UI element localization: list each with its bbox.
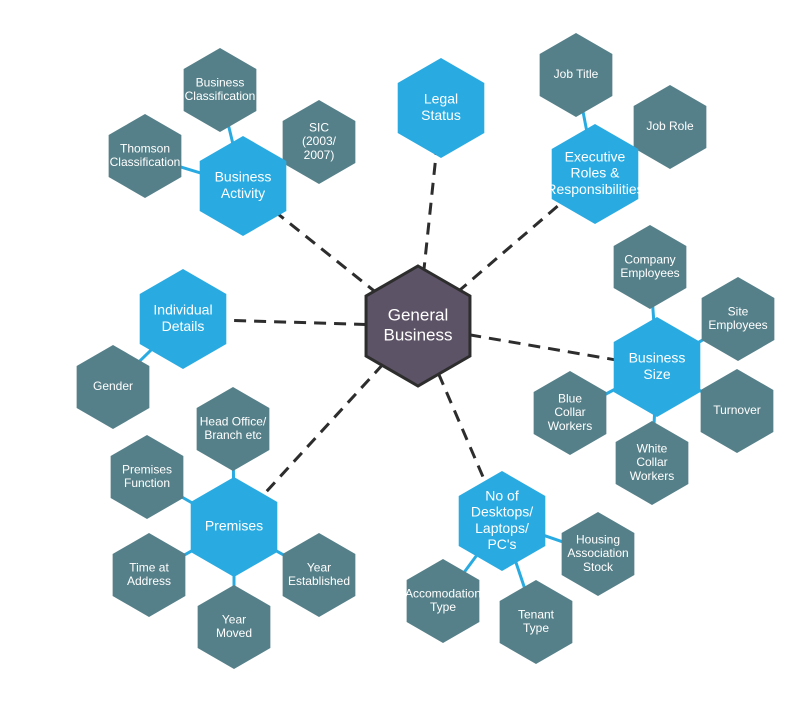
node-center: GeneralBusiness <box>366 266 470 386</box>
node-thomson-label: Classification <box>110 155 181 169</box>
node-sic-label: 2007) <box>304 148 335 162</box>
node-yrmoved-label: Year <box>222 612 246 626</box>
node-bizsize-label: Size <box>643 366 670 382</box>
node-bizclass-label: Classification <box>185 89 256 103</box>
node-indiv: IndividualDetails <box>140 269 227 369</box>
node-premfunc: PremisesFunction <box>111 435 184 519</box>
node-legal-label: Status <box>421 107 461 123</box>
node-jobtitle: Job Title <box>540 33 613 117</box>
node-bluecol: BlueCollarWorkers <box>534 371 607 455</box>
node-timeaddr: Time atAddress <box>113 533 186 617</box>
node-headoff: Head Office/Branch etc <box>197 387 270 471</box>
node-exec-label: Responsibilities <box>546 181 643 197</box>
node-bluecol-label: Workers <box>548 419 592 433</box>
node-yrest-label: Established <box>288 574 350 588</box>
edge-indiv-gender <box>139 349 152 361</box>
mindmap-diagram: Job TitleJob RoleCompanyEmployeesSiteEmp… <box>0 0 800 702</box>
node-activity: BusinessActivity <box>200 136 287 236</box>
edge-desktops-housing <box>543 535 564 542</box>
node-tenant-label: Tenant <box>518 607 555 621</box>
node-jobtitle-label: Job Title <box>554 67 599 81</box>
edge-desktops-accom <box>465 556 477 572</box>
node-premfunc-label: Premises <box>122 462 172 476</box>
node-housing: HousingAssociationStock <box>562 512 635 596</box>
node-whitecol-label: White <box>637 441 668 455</box>
node-legal: LegalStatus <box>398 58 485 158</box>
edge-center-exec <box>457 202 562 292</box>
edge-center-premises <box>263 364 383 495</box>
node-accom: AccomodationType <box>405 559 481 643</box>
node-desktops-label: Laptops/ <box>475 520 529 536</box>
node-turnover-label: Turnover <box>713 403 761 417</box>
node-thomson: ThomsonClassification <box>109 114 182 198</box>
node-center-label: General <box>388 306 448 325</box>
edge-exec-jobtitle <box>583 111 587 132</box>
node-compemp-label: Company <box>624 252 675 266</box>
node-yrmoved-label: Moved <box>216 626 252 640</box>
node-housing-label: Stock <box>583 560 614 574</box>
node-headoff-label: Head Office/ <box>200 414 267 428</box>
node-sic: SIC(2003/2007) <box>283 100 356 184</box>
node-bluecol-label: Collar <box>554 405 585 419</box>
node-indiv-label: Details <box>162 318 205 334</box>
edge-desktops-tenant <box>516 562 525 587</box>
edge-center-desktops <box>439 374 485 482</box>
node-activity-label: Business <box>215 169 272 185</box>
node-turnover: Turnover <box>701 369 774 453</box>
node-timeaddr-label: Time at <box>129 560 169 574</box>
node-bizclass: BusinessClassification <box>184 48 257 132</box>
node-housing-label: Housing <box>576 532 620 546</box>
node-yrmoved: YearMoved <box>198 585 271 669</box>
node-bizsize: BusinessSize <box>614 317 701 417</box>
node-timeaddr-label: Address <box>127 574 171 588</box>
node-bizsize-label: Business <box>629 350 686 366</box>
hex-nodes: Job TitleJob RoleCompanyEmployeesSiteEmp… <box>77 33 775 669</box>
node-whitecol-label: Collar <box>636 455 667 469</box>
node-tenant-label: Type <box>523 621 549 635</box>
node-siteemp: SiteEmployees <box>702 277 775 361</box>
node-premises-label: Premises <box>205 518 263 534</box>
node-accom-label: Accomodation <box>405 586 481 600</box>
node-desktops: No ofDesktops/Laptops/PC's <box>459 471 546 571</box>
node-compemp-label: Employees <box>620 266 679 280</box>
edge-activity-thomson <box>180 167 202 174</box>
node-sic-label: (2003/ <box>302 134 337 148</box>
node-yrest-label: Year <box>307 560 331 574</box>
edge-activity-bizclass <box>228 125 232 144</box>
node-exec-label: Executive <box>565 149 626 165</box>
node-bluecol-label: Blue <box>558 391 582 405</box>
node-gender: Gender <box>77 345 150 429</box>
node-premises: Premises <box>191 477 278 577</box>
node-jobrole-label: Job Role <box>646 119 694 133</box>
node-center-label: Business <box>384 325 453 344</box>
node-gender-label: Gender <box>93 379 133 393</box>
node-siteemp-label: Site <box>728 304 749 318</box>
node-legal-label: Legal <box>424 91 458 107</box>
node-housing-label: Association <box>567 546 628 560</box>
node-premfunc-label: Function <box>124 476 170 490</box>
edge-center-bizsize <box>469 335 614 360</box>
node-bizclass-label: Business <box>196 75 245 89</box>
edge-center-activity <box>277 213 378 293</box>
node-whitecol-label: Workers <box>630 469 674 483</box>
node-yrest: YearEstablished <box>283 533 356 617</box>
node-headoff-label: Branch etc <box>204 428 261 442</box>
node-jobrole: Job Role <box>634 85 707 169</box>
node-tenant: TenantType <box>500 580 573 664</box>
node-exec-label: Roles & <box>570 165 620 181</box>
node-whitecol: WhiteCollarWorkers <box>616 421 689 505</box>
node-compemp: CompanyEmployees <box>614 225 687 309</box>
node-accom-label: Type <box>430 600 456 614</box>
node-desktops-label: PC's <box>487 536 516 552</box>
node-indiv-label: Individual <box>153 302 212 318</box>
node-desktops-label: No of <box>485 488 519 504</box>
edge-center-legal <box>423 151 436 274</box>
node-exec: ExecutiveRoles &Responsibilities <box>546 124 643 224</box>
edge-center-indiv <box>226 320 366 324</box>
node-activity-label: Activity <box>221 185 265 201</box>
node-siteemp-label: Employees <box>708 318 767 332</box>
node-desktops-label: Desktops/ <box>471 504 533 520</box>
node-sic-label: SIC <box>309 120 329 134</box>
node-thomson-label: Thomson <box>120 141 170 155</box>
